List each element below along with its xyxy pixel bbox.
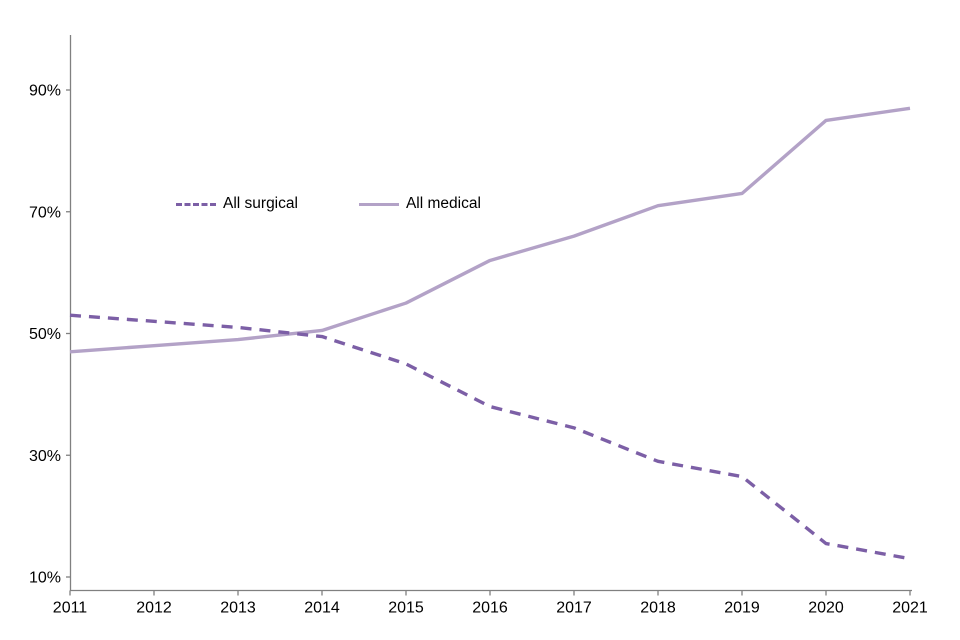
x-axis-tick-label: 2011 [53, 600, 88, 617]
y-axis-tick-label: 10% [29, 570, 61, 587]
legend-label-all-medical: All medical [405, 195, 481, 212]
y-axis-tick-label: 30% [29, 448, 61, 465]
legend-dashed-line-sample [176, 202, 216, 206]
x-axis-tick-label: 2021 [892, 600, 928, 617]
x-axis-tick-label: 2016 [472, 600, 508, 617]
x-axis-tick-label: 2017 [556, 600, 592, 617]
x-axis-tick-label: 2018 [640, 600, 676, 617]
x-axis-tick-label: 2015 [388, 600, 424, 617]
series-line-all-medical [69, 106, 911, 354]
y-axis-tick-label: 50% [29, 326, 61, 343]
series-line-all-surgical [69, 313, 911, 561]
legend-item-all-surgical: All surgical [176, 195, 298, 213]
x-axis-tick-label: 2019 [724, 600, 760, 617]
x-axis-tick-label: 2012 [136, 600, 172, 617]
legend-item-all-medical: All medical [358, 195, 481, 213]
chart-legend: All surgical All medical [176, 195, 481, 213]
x-axis-tick-label: 2014 [304, 600, 340, 617]
legend-solid-line-sample [358, 202, 399, 206]
y-axis-tick-label: 90% [29, 83, 61, 100]
y-axis-tick-label: 70% [29, 204, 61, 221]
x-axis-tick-label: 2020 [808, 600, 844, 617]
legend-label-all-surgical: All surgical [223, 195, 298, 212]
x-axis-tick-label: 2013 [220, 600, 256, 617]
